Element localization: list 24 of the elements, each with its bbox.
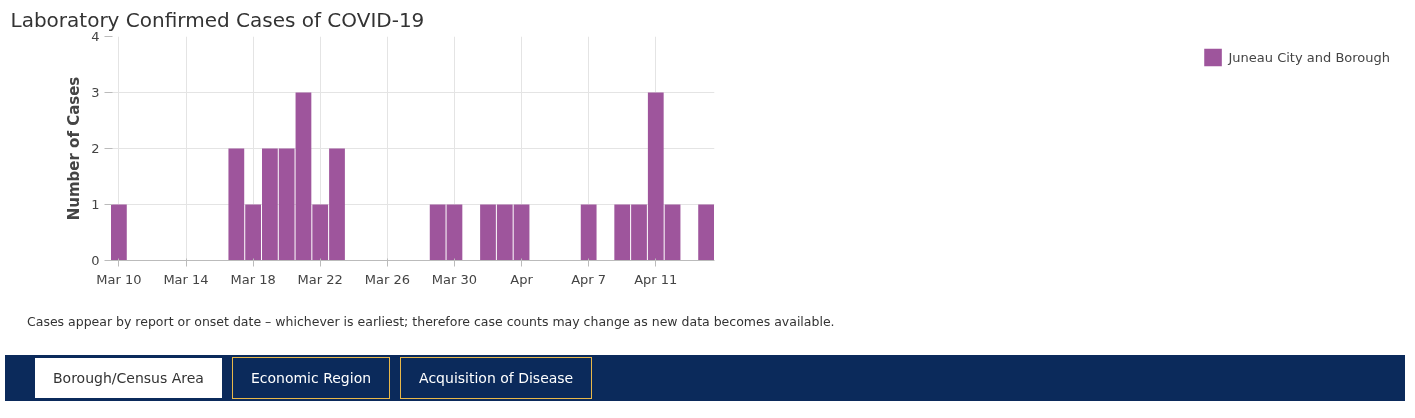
- x-tick-label: Mar 22: [297, 271, 343, 287]
- bar: [580, 204, 597, 261]
- x-tick-label: Mar 14: [163, 271, 209, 287]
- bar: [111, 204, 127, 261]
- y-axis-title: Number of Cases: [65, 76, 84, 221]
- y-tick-label: 4: [91, 29, 100, 44]
- legend-label: Juneau City and Borough: [1228, 49, 1390, 65]
- x-tick-label: Mar 18: [230, 271, 276, 287]
- x-tick-label: Apr 7: [571, 271, 607, 287]
- text: Borough/Census Area: [35, 358, 222, 398]
- text: Cases appear by report or onset date – whichever is earliest; therefore case counts may change as new data becomes available.: [26, 313, 835, 331]
- text: Economic Region: [231, 357, 391, 399]
- x-tick-label: Mar 30: [431, 271, 478, 287]
- x-tick-label: Mar 26: [364, 271, 410, 287]
- x-tick-label: Apr: [510, 271, 534, 287]
- y-tick-label: 3: [91, 85, 100, 100]
- bar: [698, 204, 714, 261]
- chart-title: Laboratory Confirmed Cases of COVID-19: [10, 7, 425, 32]
- y-tick-label: 1: [91, 197, 100, 212]
- y-tick-label: 2: [91, 141, 100, 156]
- y-tick-label: 0: [91, 253, 100, 268]
- x-tick-label: Apr 11: [634, 271, 678, 287]
- x-tick-label: Mar 10: [96, 271, 142, 287]
- text: Acquisition of Disease: [400, 357, 593, 399]
